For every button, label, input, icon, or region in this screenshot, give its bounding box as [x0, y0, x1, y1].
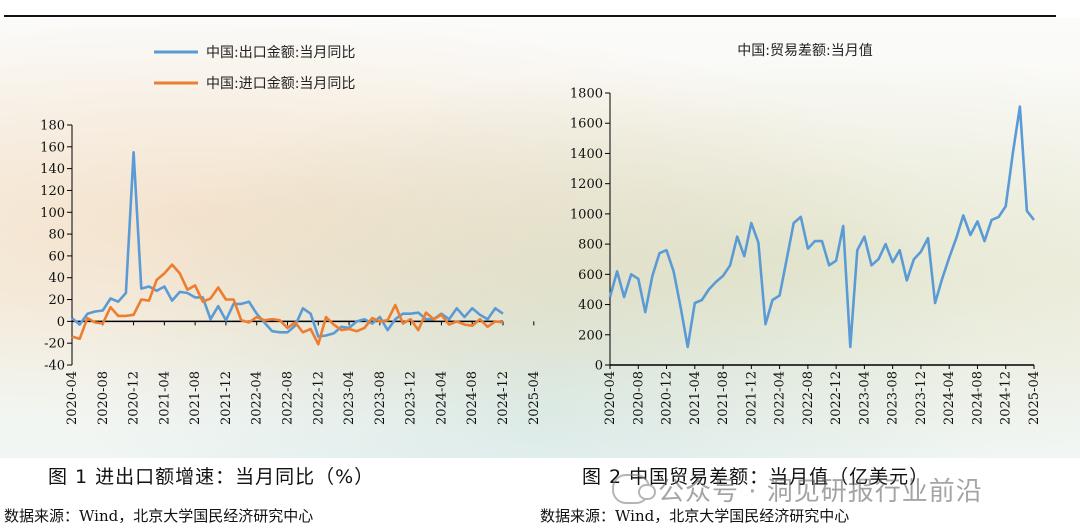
x-tick-label: 2020-04 [65, 371, 80, 425]
x-tick-label: 2021-12 [219, 371, 234, 425]
y-tick-label: 140 [40, 162, 65, 177]
x-tick-label: 2022-08 [281, 371, 296, 425]
chart-title: 中国:贸易差额:当月值 [737, 43, 872, 59]
y-tick-label: 1400 [570, 147, 603, 162]
y-tick-label: 160 [40, 140, 65, 155]
legend: 中国:出口金额:当月同比 中国:进口金额:当月同比 [154, 45, 355, 92]
x-tick-label: 2024-04 [942, 371, 957, 425]
series-line-1 [71, 151, 504, 338]
y-tick-label: 800 [578, 238, 603, 253]
x-tick-label: 2022-04 [250, 371, 265, 425]
x-tick-label: 2023-08 [373, 371, 388, 425]
figure-caption-2: 图 2 中国贸易差额：当月值（亿美元） [582, 466, 930, 488]
x-tick-label: 2021-04 [157, 371, 172, 425]
y-tick-label: 600 [578, 268, 603, 283]
x-tick-label: 2023-12 [404, 371, 419, 425]
data-source-left: 数据来源：Wind，北京大学国民经济研究中心 [4, 507, 314, 525]
y-tick-label: 180 [40, 119, 65, 134]
y-tick-label: 100 [40, 206, 65, 221]
watermark-text: 公众号 · 洞见研报行业前沿 [658, 476, 983, 507]
y-tick-label: 80 [48, 228, 65, 243]
x-tick-label: 2021-08 [716, 371, 731, 425]
x-tick-label: 2025-04 [527, 371, 540, 425]
x-tick-label: 2022-12 [829, 371, 844, 425]
series-line-2 [71, 263, 504, 346]
plot-lines [71, 151, 504, 346]
y-tick-label: 0 [595, 359, 603, 374]
series-line-1 [608, 105, 1036, 349]
y-tick-label: 0 [57, 315, 65, 330]
axes: -40 -20 0 20 40 60 80 100 120 140 160 180 2020-04 202… [40, 119, 540, 426]
legend-label-export: 中国:出口金额:当月同比 [206, 45, 355, 61]
x-tick-label: 2023-04 [857, 371, 872, 425]
y-tick-label: 120 [40, 184, 65, 199]
x-tick-label: 2021-12 [744, 371, 759, 425]
x-tick-label: 2022-08 [801, 371, 816, 425]
top-rule [4, 15, 1056, 17]
x-tick-label: 2020-12 [660, 371, 675, 425]
chart-trade-growth: 中国:出口金额:当月同比 中国:进口金额:当月同比 -40 -20 0 20 40 60 8… [40, 45, 540, 426]
y-tick-label: 1600 [570, 117, 603, 132]
chart-trade-balance: 中国:贸易差额:当月值 0 200 400 600 800 1000 1200 1400 160… [570, 43, 1042, 426]
x-tick-label: 2020-12 [127, 371, 142, 425]
plot-lines [608, 105, 1036, 349]
y-tick-label: 1000 [570, 207, 603, 222]
y-tick-label: -20 [44, 337, 65, 352]
x-tick-label: 2020-08 [631, 371, 646, 425]
watermark: 公众号 · 洞见研报行业前沿 [612, 470, 1048, 508]
y-tick-label: 200 [578, 328, 603, 343]
legend-label-import: 中国:进口金额:当月同比 [206, 76, 355, 92]
y-tick-label: 40 [48, 271, 65, 286]
axes: 0 200 400 600 800 1000 1200 1400 1600 1800 2020-04… [570, 87, 1042, 426]
y-tick-label: 60 [48, 249, 65, 264]
x-tick-label: 2024-04 [434, 371, 449, 425]
x-tick-label: 2021-04 [688, 371, 703, 425]
x-tick-label: 2020-04 [603, 371, 618, 425]
x-tick-label: 2024-12 [496, 371, 511, 425]
y-tick-label: 1200 [570, 177, 603, 192]
x-tick-label: 2024-08 [465, 371, 480, 425]
wechat-icon [612, 474, 656, 504]
x-tick-label: 2021-08 [188, 371, 203, 425]
y-tick-label: 1800 [570, 87, 603, 102]
y-tick-label: 20 [48, 293, 65, 308]
y-tick-label: -40 [44, 359, 65, 374]
x-tick-label: 2023-04 [342, 371, 357, 425]
figure-caption-1: 图 1 进出口额增速：当月同比（%） [48, 466, 375, 488]
x-tick-label: 2023-08 [886, 371, 901, 425]
x-tick-label: 2022-04 [773, 371, 788, 425]
x-tick-label: 2023-12 [914, 371, 929, 425]
x-tick-label: 2024-12 [999, 371, 1014, 425]
x-tick-label: 2022-12 [311, 371, 326, 425]
data-source-right: 数据来源：Wind，北京大学国民经济研究中心 [540, 507, 850, 525]
y-tick-label: 400 [578, 298, 603, 313]
x-tick-label: 2024-08 [970, 371, 985, 425]
x-tick-label: 2020-08 [96, 371, 111, 425]
x-tick-label: 2025-04 [1027, 371, 1042, 425]
